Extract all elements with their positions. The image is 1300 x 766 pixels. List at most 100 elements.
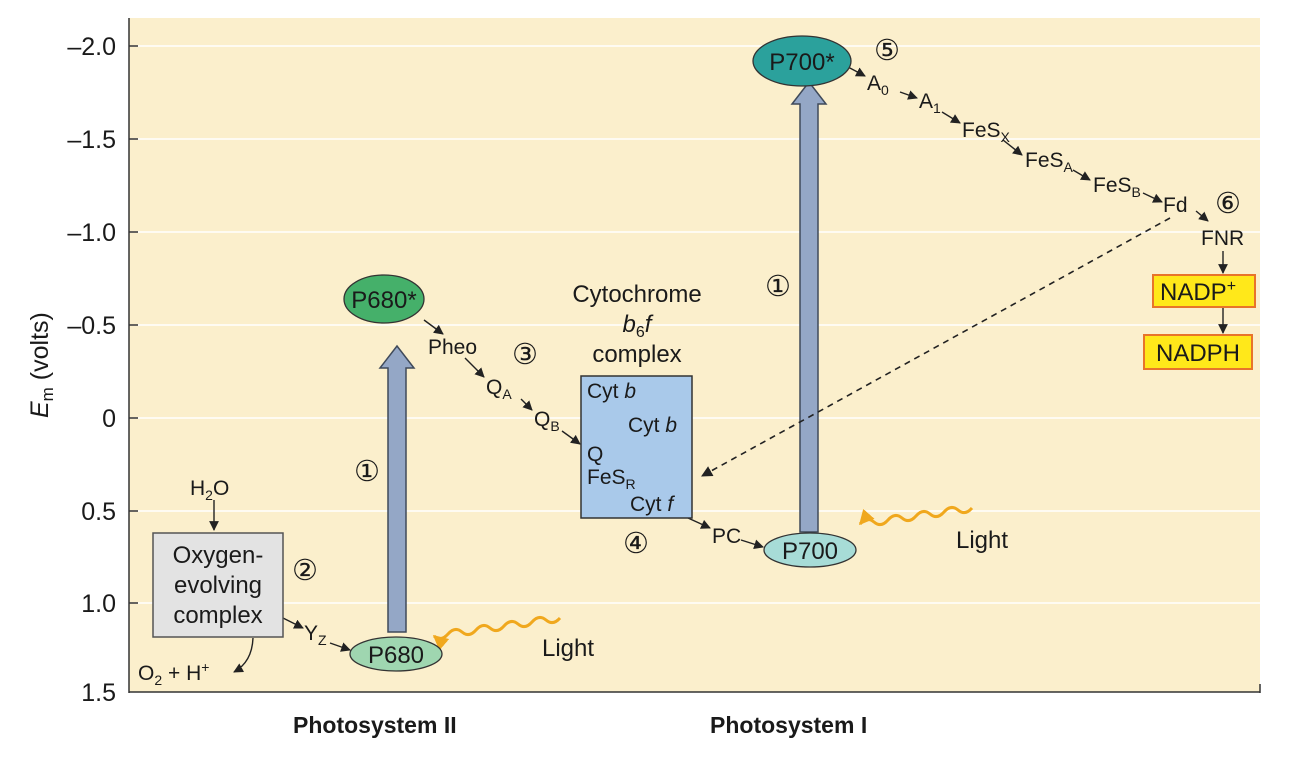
oec-line-3: complex bbox=[173, 602, 262, 629]
y-tick-label: 1.0 bbox=[81, 590, 116, 618]
nadp-main: NADP bbox=[1160, 279, 1227, 306]
b6f-sub: 6 bbox=[636, 324, 645, 341]
cytochrome-title-line-2: complex bbox=[592, 341, 681, 368]
arrow-oec-to-o2 bbox=[233, 637, 254, 673]
p680-star-ellipse bbox=[343, 274, 425, 324]
arrow-fd-to-fnr bbox=[1195, 210, 1209, 222]
arrow-a0-to-a1 bbox=[899, 90, 918, 100]
cyt-b-1-a: Cyt bbox=[587, 380, 624, 403]
fesx-main: FeS bbox=[962, 119, 1001, 142]
fnr-label: FNR bbox=[1201, 227, 1244, 250]
p700-label: P700 bbox=[782, 538, 838, 565]
cyt-f-label: Cyt f bbox=[630, 493, 675, 516]
ps2-light-arrow bbox=[432, 615, 562, 651]
nadp-label: NADP+ bbox=[1160, 278, 1236, 306]
b6f-f: f bbox=[645, 311, 654, 338]
cytochrome-b6f-box bbox=[580, 375, 693, 519]
h2o-sub: 2 bbox=[205, 487, 213, 503]
arrow-a1-to-fesx bbox=[941, 111, 961, 124]
yz-label: YZ bbox=[304, 622, 327, 648]
step-1-ps1-marker: ① bbox=[765, 271, 791, 303]
h2o-b: O bbox=[213, 477, 229, 500]
cytochrome-title-b6f: b6f bbox=[623, 311, 654, 341]
p680-star-label: P680* bbox=[351, 287, 416, 314]
qb-main: Q bbox=[534, 408, 550, 431]
fesr-label: FeSR bbox=[587, 466, 636, 492]
y-tick-label: –2.0 bbox=[67, 33, 116, 61]
cytochrome-title-line-1: Cytochrome bbox=[572, 281, 701, 308]
y-tick-label: 0 bbox=[102, 405, 116, 433]
arrow-pheo-to-qa bbox=[464, 357, 485, 378]
arrow-p680star-to-pheo bbox=[423, 319, 444, 335]
electron-transfer-arrows bbox=[209, 66, 1228, 673]
ps2-excitation-arrow bbox=[378, 344, 416, 633]
pc-label: PC bbox=[712, 525, 741, 548]
p700-star-ellipse bbox=[752, 35, 852, 87]
p700-star-label: P700* bbox=[769, 49, 834, 76]
pheo-label: Pheo bbox=[428, 336, 477, 359]
y-axis-title: Em (volts) bbox=[26, 312, 57, 418]
fesb-sub: B bbox=[1132, 184, 1141, 200]
o2-b: + H bbox=[162, 662, 201, 685]
oxygen-evolving-complex-box bbox=[152, 532, 284, 638]
step-1-ps2-marker: ① bbox=[354, 456, 380, 488]
photosystem-i-label: Photosystem I bbox=[710, 712, 867, 738]
arrow-pc-to-p700 bbox=[740, 539, 764, 549]
p680-label: P680 bbox=[368, 642, 424, 669]
cyt-b-1: Cyt b bbox=[587, 380, 636, 403]
arrow-fesa-to-fesb bbox=[1072, 169, 1091, 181]
y-tick-labels: –2.0 –1.5 –1.0 –0.5 0 0.5 1.0 1.5 bbox=[67, 33, 116, 707]
b6f-b: b bbox=[623, 311, 636, 338]
fd-label: Fd bbox=[1163, 194, 1188, 217]
step-6-marker: ⑥ bbox=[1215, 188, 1241, 220]
y-tick-label: –1.0 bbox=[67, 219, 116, 247]
oec-line-1: Oxygen- bbox=[173, 542, 264, 569]
oec-line-2: evolving bbox=[174, 572, 262, 599]
cyt-b-2: Cyt b bbox=[628, 414, 677, 437]
fesr-main: FeS bbox=[587, 466, 626, 489]
a0-label: A0 bbox=[867, 72, 889, 98]
o2-sub: 2 bbox=[154, 672, 162, 688]
fesb-label: FeSB bbox=[1093, 174, 1141, 200]
qb-sub: B bbox=[550, 418, 559, 434]
h2o-label: H2O bbox=[190, 477, 229, 503]
fesx-sub: X bbox=[1001, 129, 1011, 145]
o2-a: O bbox=[138, 662, 154, 685]
plot-background bbox=[129, 18, 1260, 692]
a1-sub: 1 bbox=[933, 100, 941, 116]
axes bbox=[128, 18, 1261, 693]
nadp-sup: + bbox=[1227, 278, 1236, 295]
arrow-fesb-to-fd bbox=[1142, 192, 1163, 203]
nadph-label: NADPH bbox=[1156, 340, 1240, 367]
arrow-qb-to-cytb6f bbox=[561, 430, 581, 445]
cyt-f-a: Cyt bbox=[630, 493, 667, 516]
step-4-marker: ④ bbox=[623, 528, 649, 560]
h2o-a: H bbox=[190, 477, 205, 500]
fesa-main: FeS bbox=[1025, 149, 1064, 172]
y-axis-title-rest: (volts) bbox=[26, 312, 54, 387]
p680-ellipse bbox=[349, 636, 443, 672]
ps1-excitation-arrow bbox=[790, 80, 828, 533]
y-tick-label: 0.5 bbox=[81, 498, 116, 526]
step-5-marker: ⑤ bbox=[874, 35, 900, 67]
a0-main: A bbox=[867, 72, 881, 95]
fesa-label: FeSA bbox=[1025, 149, 1074, 175]
arrow-qa-to-qb bbox=[520, 398, 533, 411]
fesx-label: FeSX bbox=[962, 119, 1011, 145]
o2-h-label: O2 + H+ bbox=[138, 659, 209, 688]
nadp-box bbox=[1152, 274, 1256, 308]
fesb-main: FeS bbox=[1093, 174, 1132, 197]
fesa-sub: A bbox=[1064, 159, 1074, 175]
qa-main: Q bbox=[486, 376, 502, 399]
p700-ellipse bbox=[763, 532, 857, 568]
ps1-light-label: Light bbox=[956, 527, 1008, 554]
y-tick-label: –1.5 bbox=[67, 126, 116, 154]
arrow-oec-to-yz bbox=[282, 617, 304, 629]
step-2-marker: ② bbox=[292, 555, 318, 587]
cyt-b-1-i: b bbox=[624, 380, 636, 403]
gridlines bbox=[129, 45, 1260, 604]
y-tick-label: 1.5 bbox=[81, 679, 116, 707]
arrow-fesx-to-fesa bbox=[1002, 139, 1023, 156]
qa-sub: A bbox=[502, 386, 512, 402]
